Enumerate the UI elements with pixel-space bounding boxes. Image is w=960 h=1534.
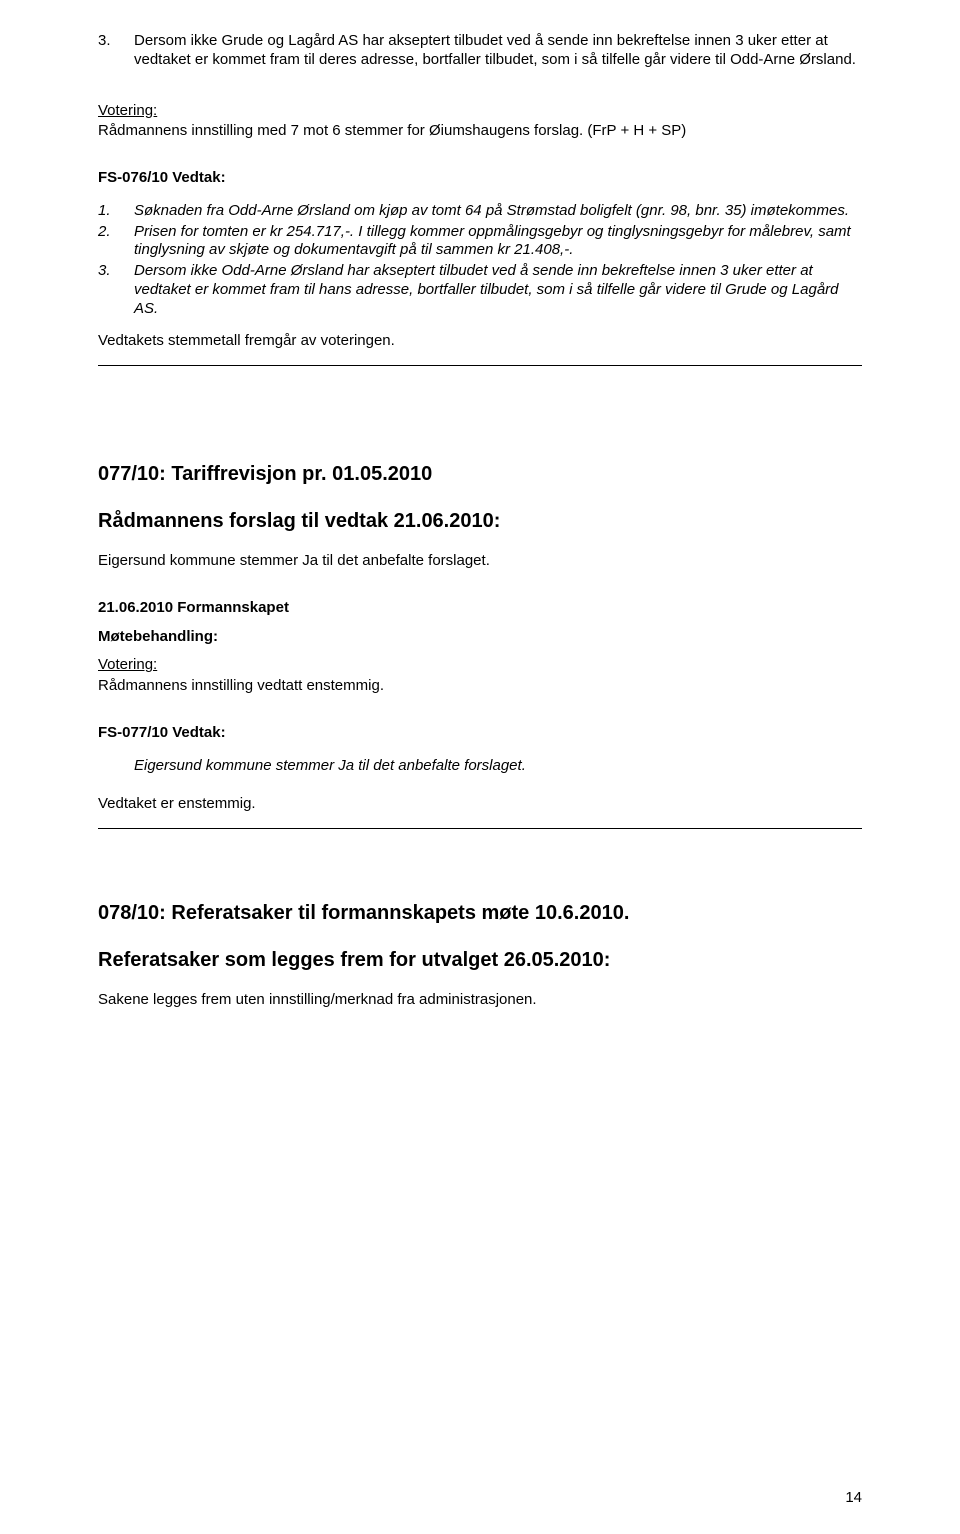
vedtak-heading: FS-076/10 Vedtak: [98,169,862,188]
list-item-number: 1. [98,202,128,221]
list-item: 2. Prisen for tomten er kr 254.717,-. I … [134,223,862,261]
vedtak-heading-2: FS-077/10 Vedtak: [98,724,862,743]
list-item-text: Søknaden fra Odd-Arne Ørsland om kjøp av… [134,202,849,219]
list-item-text: Dersom ikke Odd-Arne Ørsland har aksepte… [134,262,839,317]
voting-label-2: Votering: [98,656,862,675]
voting-text: Rådmannens innstilling med 7 mot 6 stemm… [98,122,862,141]
section-077-title: 077/10: Tariffrevisjon pr. 01.05.2010 [98,462,862,487]
meeting-handling-label: Møtebehandling: [98,628,862,647]
section-077-subtitle: Rådmannens forslag til vedtak 21.06.2010… [98,509,862,534]
meeting-date: 21.06.2010 Formannskapet [98,599,862,618]
divider [98,828,862,829]
list-item-number: 3. [98,262,128,281]
section-078-text: Sakene legges frem uten innstilling/merk… [98,991,862,1010]
section-077-text: Eigersund kommune stemmer Ja til det anb… [98,552,862,571]
vedtak-footer: Vedtakets stemmetall fremgår av votering… [98,332,862,351]
ordered-list-1: 3. Dersom ikke Grude og Lagård AS har ak… [98,32,862,70]
vedtak-text-2: Eigersund kommune stemmer Ja til det anb… [134,757,862,776]
section-078-title: 078/10: Referatsaker til formannskapets … [98,901,862,926]
list-item-text: Dersom ikke Grude og Lagård AS har aksep… [134,32,856,68]
section-078-subtitle: Referatsaker som legges frem for utvalge… [98,948,862,973]
divider [98,365,862,366]
ordered-list-vedtak: 1. Søknaden fra Odd-Arne Ørsland om kjøp… [98,202,862,319]
unanimous-text: Vedtaket er enstemmig. [98,795,862,814]
list-item: 3. Dersom ikke Odd-Arne Ørsland har akse… [134,262,862,318]
list-item-number: 2. [98,223,128,242]
list-item: 3. Dersom ikke Grude og Lagård AS har ak… [134,32,862,70]
page-number: 14 [845,1489,862,1508]
document-page: 3. Dersom ikke Grude og Lagård AS har ak… [0,0,960,1534]
list-item: 1. Søknaden fra Odd-Arne Ørsland om kjøp… [134,202,862,221]
voting-label: Votering: [98,102,862,121]
list-item-number: 3. [98,32,128,51]
voting-text-2: Rådmannens innstilling vedtatt enstemmig… [98,677,862,696]
list-item-text: Prisen for tomten er kr 254.717,-. I til… [134,223,851,259]
